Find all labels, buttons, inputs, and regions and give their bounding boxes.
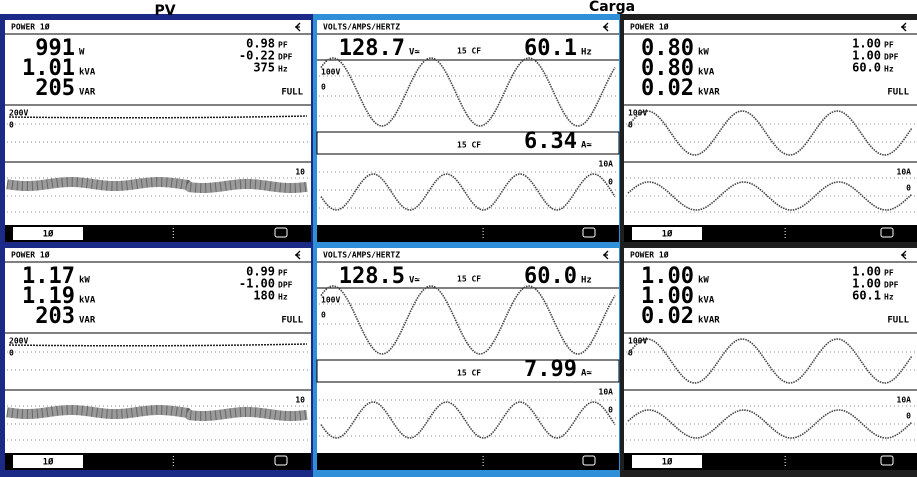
scope-v-label: 100V xyxy=(321,296,340,305)
tab-bar xyxy=(317,225,619,242)
volts-unit: V≃ xyxy=(409,276,420,286)
scope-a-zero: 0 xyxy=(906,184,911,193)
reading-unit: VAR xyxy=(79,88,96,98)
screen-header: POWER 1Ø xyxy=(11,22,50,32)
scope-v-label: 200V xyxy=(9,337,28,346)
scope-a-label: 10A xyxy=(897,168,912,177)
meter-screen: VOLTS/AMPS/HERTZ 128.7 V≃ 15 CF 60.1 Hz 100V 0 1… xyxy=(317,20,619,242)
page: PV Carga POWER 1Ø991W1.01kVA205VAR0.98PF… xyxy=(0,0,917,477)
scope-a-zero: 0 xyxy=(906,412,911,421)
screen-header: VOLTS/AMPS/HERTZ xyxy=(323,251,400,260)
side-unit: DPF xyxy=(278,53,293,62)
volts-value: 128.5 xyxy=(339,264,405,289)
crest-factor: 15 CF xyxy=(457,369,481,378)
amps-unit: A≃ xyxy=(581,369,592,379)
side-unit: Hz xyxy=(278,293,288,302)
pv-label: PV xyxy=(154,3,175,19)
scope-v-label: 100V xyxy=(628,109,647,118)
reading-unit: kVA xyxy=(698,68,715,78)
side-unit: Hz xyxy=(884,65,894,74)
scope-v-zero: 0 xyxy=(9,121,14,130)
tab-label: 3Ø xyxy=(729,229,740,240)
reading-unit: kW xyxy=(79,276,90,286)
tab-bar xyxy=(317,453,619,470)
screen-header: POWER 1Ø xyxy=(630,22,669,32)
freq-unit: Hz xyxy=(581,276,592,286)
side-value: 180 xyxy=(253,289,275,303)
reading-value: 205 xyxy=(35,76,75,101)
freq-unit: Hz xyxy=(581,48,592,58)
reading-unit: VAR xyxy=(79,316,96,326)
scope-a-label: 10A xyxy=(897,396,912,405)
status: FULL xyxy=(281,316,303,326)
freq-value: 60.0 xyxy=(524,264,577,289)
side-unit: Hz xyxy=(278,65,288,74)
carga-label: Carga xyxy=(589,0,635,15)
scope-v-label: 200V xyxy=(9,109,28,118)
side-unit: DPF xyxy=(884,281,899,290)
scope-a-label: 10A xyxy=(599,388,614,397)
screen-header: VOLTS/AMPS/HERTZ xyxy=(323,23,400,32)
reading-value: 203 xyxy=(35,304,75,329)
scope-a-label: 10A xyxy=(599,160,614,169)
reading-unit: kVA xyxy=(79,296,96,306)
crest-factor: 15 CF xyxy=(457,275,481,284)
amps-value: 6.34 xyxy=(524,129,577,154)
screenshot: PV Carga POWER 1Ø991W1.01kVA205VAR0.98PF… xyxy=(0,0,917,477)
status: FULL xyxy=(887,316,909,326)
side-unit: Hz xyxy=(884,293,894,302)
freq-value: 60.1 xyxy=(524,36,577,61)
tab-label: 3Ø xyxy=(729,457,740,468)
tab-label: 1Ø xyxy=(662,457,673,468)
side-unit: PF xyxy=(278,41,288,50)
scope-v-label: 100V xyxy=(628,337,647,346)
crest-factor: 15 CF xyxy=(457,47,481,56)
tab-label: 1Ø xyxy=(43,457,54,468)
reading-value: 0.02 xyxy=(641,304,694,329)
crest-factor: 15 CF xyxy=(457,141,481,150)
meter-screen: POWER 1Ø0.80kW0.80kVA0.02kVAR1.00PF1.00D… xyxy=(624,20,917,242)
volts-unit: V≃ xyxy=(409,48,420,58)
reading-unit: kVAR xyxy=(698,316,720,326)
screen-header: POWER 1Ø xyxy=(11,250,50,260)
tab-label: 3Ø xyxy=(110,457,121,468)
scope-a-label: 10 xyxy=(295,396,305,405)
tab-label: 1Ø xyxy=(662,229,673,240)
reading-unit: kVA xyxy=(698,296,715,306)
reading-value: 0.02 xyxy=(641,76,694,101)
scope-v-label: 100V xyxy=(321,68,340,77)
amps-unit: A≃ xyxy=(581,141,592,151)
status: FULL xyxy=(887,88,909,98)
side-unit: DPF xyxy=(278,281,293,290)
side-unit: PF xyxy=(884,41,894,50)
amps-value: 7.99 xyxy=(524,357,577,382)
reading-unit: kVAR xyxy=(698,88,720,98)
reading-unit: kW xyxy=(698,48,709,58)
scope-v-zero: 0 xyxy=(321,83,326,92)
reading-unit: kVA xyxy=(79,68,96,78)
side-value: 60.0 xyxy=(852,61,881,75)
side-value: 60.1 xyxy=(852,289,881,303)
side-unit: PF xyxy=(884,269,894,278)
reading-unit: W xyxy=(79,48,85,58)
scope-v-zero: 0 xyxy=(9,349,14,358)
scope-v-zero: 0 xyxy=(321,311,326,320)
reading-unit: kW xyxy=(698,276,709,286)
status: FULL xyxy=(281,88,303,98)
tab-label: 3Ø xyxy=(110,229,121,240)
side-value: 375 xyxy=(253,61,275,75)
scope-a-label: 10 xyxy=(295,168,305,177)
meter-screen: VOLTS/AMPS/HERTZ 128.5 V≃ 15 CF 60.0 Hz 100V 0 1… xyxy=(317,248,619,470)
volts-value: 128.7 xyxy=(339,36,405,61)
side-unit: DPF xyxy=(884,53,899,62)
screen-header: POWER 1Ø xyxy=(630,250,669,260)
scope-a-zero: 0 xyxy=(608,178,613,187)
scope-a-zero: 0 xyxy=(608,406,613,415)
side-unit: PF xyxy=(278,269,288,278)
tab-label: 1Ø xyxy=(43,229,54,240)
